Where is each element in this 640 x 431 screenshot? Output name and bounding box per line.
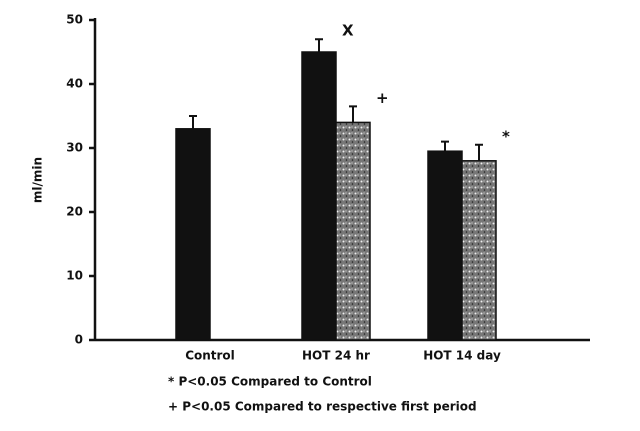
x-tick-label: HOT 24 hr: [302, 349, 370, 363]
x-tick-label: Control: [185, 349, 235, 363]
bar: [175, 128, 211, 341]
error-bar: [315, 38, 323, 52]
annotation: +: [376, 89, 389, 107]
annotation: *: [502, 127, 510, 145]
error-bar: [349, 105, 357, 123]
footnote: * P<0.05 Compared to Control: [168, 375, 372, 389]
y-tick-label: 30: [66, 141, 83, 155]
error-bar: [189, 115, 197, 129]
bar: [461, 160, 497, 341]
footnote: + P<0.05 Compared to respective first pe…: [168, 400, 477, 414]
y-tick-label: 20: [66, 205, 83, 219]
bar: [301, 51, 337, 341]
bar: [427, 150, 463, 341]
y-tick-label: 10: [66, 269, 83, 283]
bar: [335, 121, 371, 341]
x-tick-label: HOT 14 day: [423, 349, 501, 363]
error-bar: [475, 143, 483, 161]
y-tick-label: 50: [66, 13, 83, 27]
error-bar: [441, 140, 449, 152]
y-tick-label: 0: [75, 333, 83, 347]
y-tick-label: 40: [66, 77, 83, 91]
annotation: X: [342, 22, 354, 40]
y-axis-label: ml/min: [31, 157, 45, 203]
